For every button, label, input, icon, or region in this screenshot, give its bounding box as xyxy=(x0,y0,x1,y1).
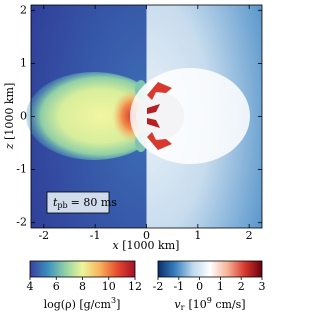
colorbar-label-symbol: v xyxy=(174,298,181,311)
y-unit: [1000 km] xyxy=(3,83,16,140)
colorbar-label-sup: 9 xyxy=(207,296,212,305)
x-symbol: x xyxy=(113,239,120,252)
colorbar-label-end: cm/s] xyxy=(212,298,246,311)
colorbar-label-sup: 3 xyxy=(111,296,116,305)
colorbar-label: log(ρ) [g/cm3] xyxy=(44,296,121,311)
figure: tpb = 80 ms x [1000 km] z [1000 km] log(ρ… xyxy=(3,3,266,312)
annotation-subscript: pb xyxy=(57,201,67,210)
colorbar-label-end: ] xyxy=(116,298,120,311)
annotation-box xyxy=(46,191,110,214)
annotation-text: tpb = 80 ms xyxy=(53,196,117,210)
x-tick-label: -2 xyxy=(38,229,49,242)
colorbar-tick-label: 10 xyxy=(102,280,116,293)
annotation: tpb = 80 ms xyxy=(46,191,117,214)
x-tick-label: 1 xyxy=(194,229,201,242)
annotation-value: = 80 ms xyxy=(71,196,118,209)
colorbar-label-sub: r xyxy=(181,303,185,312)
velocity-half xyxy=(130,5,262,228)
colorbar-tick-label: -1 xyxy=(173,280,184,293)
annotation-symbol: t xyxy=(53,196,58,209)
density-half xyxy=(26,5,162,228)
x-unit: [1000 km] xyxy=(122,239,179,252)
x-tick-label: 0 xyxy=(143,229,150,242)
colorbar-tick-label: 0 xyxy=(196,280,203,293)
colorbar-tick-label: 8 xyxy=(79,280,86,293)
colorbar-tick-label: 2 xyxy=(238,280,245,293)
y-tick-label: -2 xyxy=(16,216,27,229)
y-tick-label: 1 xyxy=(20,56,27,69)
colorbar xyxy=(157,260,263,278)
y-axis-label: z [1000 km] xyxy=(3,83,16,150)
colorbar-tick-label: 1 xyxy=(217,280,224,293)
colorbar xyxy=(29,260,136,278)
colorbar-tick-label: -2 xyxy=(153,280,164,293)
y-tick-label: 0 xyxy=(20,110,27,123)
y-symbol: z xyxy=(3,143,16,150)
colorbar-label-text: log(ρ) [g/cm xyxy=(44,298,112,311)
y-tick-label: -1 xyxy=(16,163,27,176)
x-tick-label: -1 xyxy=(90,229,101,242)
y-tick-label: 2 xyxy=(20,3,27,16)
colorbar-tick-label: 3 xyxy=(259,280,266,293)
colorbar-label: vr [109 cm/s] xyxy=(174,296,245,312)
colorbar-label-text: [10 xyxy=(188,298,206,311)
x-axis-label: x [1000 km] xyxy=(113,239,180,252)
colorbar-tick-label: 4 xyxy=(27,280,34,293)
colorbar-tick-label: 6 xyxy=(53,280,60,293)
x-tick-label: 2 xyxy=(246,229,253,242)
colorbar-tick-label: 12 xyxy=(128,280,142,293)
